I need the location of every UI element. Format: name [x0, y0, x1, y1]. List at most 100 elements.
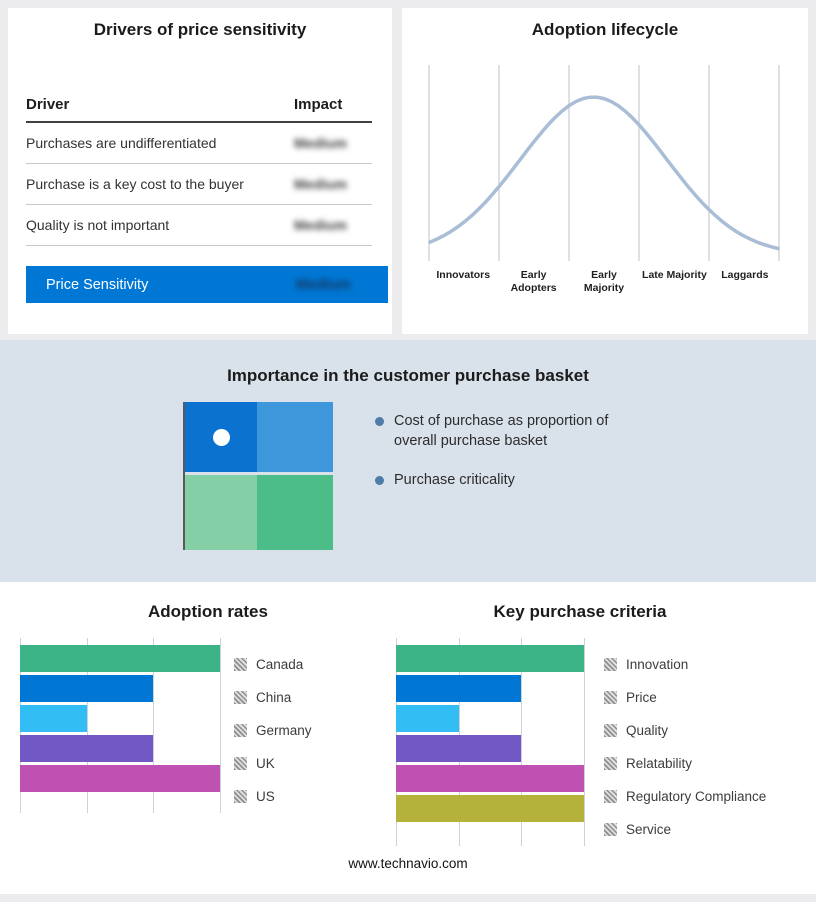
legend-item-regulatory-compliance: Regulatory Compliance: [604, 780, 766, 813]
legend-label: Canada: [256, 657, 304, 672]
adoption-rates-chart: Adoption rates Canada China Germany UK US: [20, 582, 396, 846]
quadrant-bottom-left: [185, 475, 257, 550]
adoption-lifecycle-panel: Adoption lifecycle Innovators Early Adopt…: [402, 8, 808, 334]
bar-canada: [20, 645, 220, 672]
bullet-text: Purchase criticality: [394, 472, 515, 489]
gridline: [521, 638, 523, 846]
legend-swatch-icon: [234, 658, 247, 671]
bullet-icon: [375, 417, 384, 426]
bar-regulatory-compliance: [396, 765, 584, 792]
key-purchase-criteria-title: Key purchase criteria: [493, 602, 667, 621]
adoption-lifecycle-title: Adoption lifecycle: [531, 20, 679, 39]
legend-item-china: China: [234, 681, 312, 714]
bar-price: [396, 675, 522, 702]
legend-item-service: Service: [604, 813, 766, 846]
bar-china: [20, 675, 154, 702]
charts-row: Adoption rates Canada China Germany UK US Ke…: [0, 582, 816, 846]
price-sensitivity-row: Price Sensitivity Medium: [26, 266, 388, 303]
adoption-rates-body: Canada China Germany UK US: [20, 638, 396, 813]
drivers-table-header: Driver Impact: [26, 96, 372, 123]
legend-label: Germany: [256, 723, 312, 738]
impact-column-header: Impact: [294, 96, 343, 113]
purchase-basket-title: Importance in the customer purchase bask…: [227, 366, 589, 385]
stage-label-innovators: Innovators: [436, 269, 491, 281]
table-row: Quality is not important Medium: [26, 205, 372, 246]
driver-cell: Purchases are undifferentiated: [26, 135, 217, 151]
legend-item-quality: Quality: [604, 714, 766, 747]
legend-item-us: US: [234, 780, 312, 813]
quadrant-bottom-right: [257, 475, 333, 550]
position-marker-dot: [212, 428, 230, 446]
legend-item-canada: Canada: [234, 648, 312, 681]
purchase-basket-content: Cost of purchase as proportion of overal…: [183, 402, 816, 550]
legend-swatch-icon: [604, 724, 617, 737]
bar-service: [396, 795, 584, 822]
adoption-rates-title: Adoption rates: [148, 602, 268, 621]
legend-swatch-icon: [604, 823, 617, 836]
impact-cell-obscured: Medium: [294, 135, 347, 151]
legend-swatch-icon: [234, 790, 247, 803]
legend-item-relatability: Relatability: [604, 747, 766, 780]
legend-swatch-icon: [604, 691, 617, 704]
bar-innovation: [396, 645, 584, 672]
bullet-item: Purchase criticality: [375, 471, 627, 491]
adoption-rates-plot: [20, 638, 221, 813]
purchase-basket-bullets: Cost of purchase as proportion of overal…: [375, 412, 627, 550]
legend-item-germany: Germany: [234, 714, 312, 747]
drivers-panel: Drivers of price sensitivity Driver Impa…: [8, 8, 392, 334]
key-purchase-criteria-chart: Key purchase criteria Innovation Price Qua…: [396, 582, 816, 846]
bullet-text: Cost of purchase as proportion of overal…: [394, 413, 609, 449]
legend-swatch-icon: [604, 757, 617, 770]
bar-us: [20, 765, 220, 792]
top-section: Drivers of price sensitivity Driver Impa…: [0, 0, 816, 334]
legend-label: Quality: [626, 723, 669, 738]
legend-label: Service: [626, 822, 672, 837]
bottom-charts-section: Adoption rates Canada China Germany UK US Ke…: [0, 582, 816, 894]
lifecycle-stage-labels: Innovators Early Adopters Early Majority La…: [428, 269, 780, 294]
gridline: [153, 638, 155, 813]
legend-label: Innovation: [626, 657, 689, 672]
drivers-table: Driver Impact Purchases are undifferenti…: [26, 96, 372, 246]
impact-cell-obscured: Medium: [294, 217, 347, 233]
gridline: [220, 638, 221, 813]
legend-swatch-icon: [604, 790, 617, 803]
quadrant-top-right: [257, 402, 333, 472]
legend-label: Regulatory Compliance: [626, 789, 767, 804]
driver-cell: Purchase is a key cost to the buyer: [26, 176, 244, 192]
legend-label: China: [256, 690, 292, 705]
bullet-item: Cost of purchase as proportion of overal…: [375, 412, 627, 451]
legend-label: US: [256, 789, 275, 804]
table-row: Purchase is a key cost to the buyer Medi…: [26, 164, 372, 205]
adoption-rates-legend: Canada China Germany UK US: [234, 638, 312, 813]
legend-item-innovation: Innovation: [604, 648, 766, 681]
legend-label: Relatability: [626, 756, 693, 771]
bar-relatability: [396, 735, 522, 762]
bar-uk: [20, 735, 154, 762]
stage-label-early-adopters: Early Adopters: [510, 269, 557, 294]
drivers-title: Drivers of price sensitivity: [93, 20, 307, 39]
bell-curve-plot: [428, 65, 780, 261]
purchase-basket-section: Importance in the customer purchase bask…: [0, 340, 816, 582]
bar-quality: [396, 705, 459, 732]
legend-swatch-icon: [604, 658, 617, 671]
gridline: [86, 638, 88, 813]
legend-label: Price: [626, 690, 657, 705]
stage-label-laggards: Laggards: [721, 269, 769, 281]
key-purchase-criteria-body: Innovation Price Quality Relatability Regula…: [396, 638, 816, 846]
bullet-icon: [375, 476, 384, 486]
stage-label-early-majority: Early Majority: [583, 269, 625, 294]
driver-column-header: Driver: [26, 96, 70, 113]
legend-swatch-icon: [234, 724, 247, 737]
legend-item-uk: UK: [234, 747, 312, 780]
price-sensitivity-label: Price Sensitivity: [46, 276, 149, 293]
legend-swatch-icon: [234, 691, 247, 704]
purchase-basket-quadrant: [183, 402, 333, 550]
legend-label: UK: [256, 756, 275, 771]
driver-cell: Quality is not important: [26, 217, 170, 233]
gridline: [584, 638, 585, 846]
table-row: Purchases are undifferentiated Medium: [26, 123, 372, 164]
bar-germany: [20, 705, 87, 732]
stage-label-late-majority: Late Majority: [642, 269, 707, 281]
quadrant-top-left: [185, 402, 257, 472]
